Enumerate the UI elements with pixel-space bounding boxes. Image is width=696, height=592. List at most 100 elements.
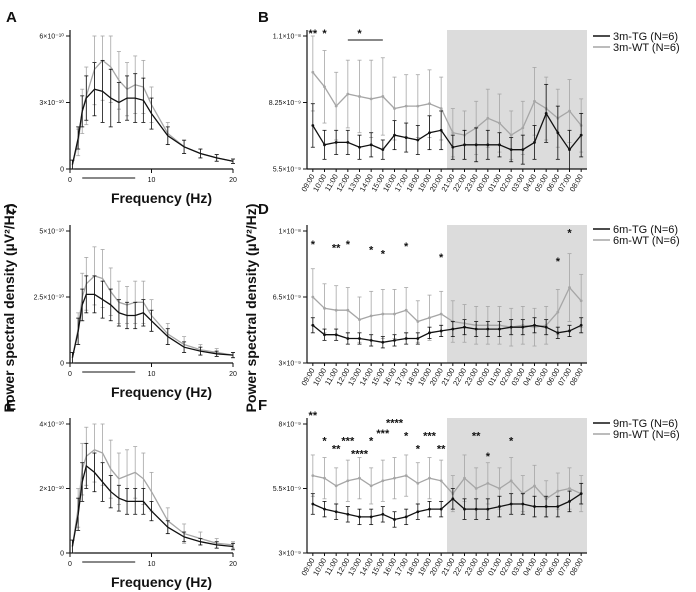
significance-marker: ** <box>332 443 341 455</box>
data-point <box>474 143 478 147</box>
data-point <box>381 512 385 516</box>
data-point <box>358 95 361 98</box>
significance-marker: * <box>369 245 374 257</box>
data-point <box>439 507 443 511</box>
data-point <box>556 505 560 508</box>
data-point <box>393 107 396 110</box>
significance-marker: * <box>404 430 409 442</box>
y-tick-label: 5.5×10⁻⁹ <box>273 167 301 174</box>
data-point <box>393 312 396 316</box>
data-point <box>416 104 420 108</box>
significance-marker: ** <box>309 410 318 422</box>
significance-marker: * <box>322 436 327 448</box>
data-point <box>439 329 443 333</box>
significance-marker: * <box>369 436 374 448</box>
data-point <box>568 148 571 152</box>
significance-marker: * <box>346 239 351 251</box>
data-point <box>393 133 396 137</box>
data-point <box>451 327 455 331</box>
data-point <box>544 111 548 115</box>
significance-marker: * <box>416 443 421 455</box>
panel-A: A 0 3×10⁻¹⁰ 6×10⁻¹⁰ 0 10 20 Frequency (Hz) <box>6 9 237 206</box>
data-point <box>474 487 478 490</box>
data-point <box>451 131 455 135</box>
data-point <box>498 505 501 508</box>
significance-marker: ** <box>332 243 341 255</box>
data-point <box>358 337 361 340</box>
y-tick-label: 0 <box>60 551 64 558</box>
x-tick-label: 20 <box>229 177 237 184</box>
data-point <box>369 314 373 318</box>
significance-marker: *** <box>341 436 355 448</box>
x-tick-label: 20 <box>229 561 237 568</box>
data-point <box>369 484 373 488</box>
y-tick-label: 3×10⁻⁹ <box>279 551 301 558</box>
data-point <box>428 476 431 480</box>
y-tick-label: 0 <box>60 361 64 368</box>
x-tick-label: 0 <box>68 371 72 378</box>
dark-phase-shading <box>447 30 587 169</box>
x-axis-label: Frequency (Hz) <box>111 384 212 400</box>
y-tick-label: 6.5×10⁻⁹ <box>273 295 301 302</box>
data-point <box>509 133 513 137</box>
data-point <box>311 323 315 327</box>
data-point <box>556 331 560 335</box>
legend-label: 6m-TG (N=6) <box>613 224 678 236</box>
data-point <box>381 148 385 152</box>
data-point <box>323 306 326 310</box>
data-point <box>451 145 455 149</box>
y-axis-label-right: Power spectral density (µV²/Hz) <box>243 204 259 413</box>
data-point <box>498 121 501 125</box>
data-point <box>393 338 396 342</box>
data-point <box>498 143 501 147</box>
data-point <box>509 502 513 506</box>
series-line-6m-WT <box>71 275 234 358</box>
y-tick-label: 4×10⁻¹⁰ <box>39 421 64 429</box>
data-point <box>393 518 396 521</box>
panel-F: F3×10⁻⁹5.5×10⁻⁹8×10⁻⁹09:0010:0011:0012:0… <box>258 397 680 577</box>
significance-marker: * <box>404 241 409 253</box>
x-tick-label: 10 <box>148 371 156 378</box>
x-axis-label: Frequency (Hz) <box>111 190 212 206</box>
panel-letter: A <box>6 9 17 26</box>
data-point <box>556 131 560 135</box>
y-tick-label: 0 <box>60 167 64 174</box>
significance-marker: **** <box>386 418 404 430</box>
data-point <box>381 479 385 483</box>
data-point <box>369 143 373 147</box>
data-point <box>346 141 350 144</box>
significance-marker: **** <box>351 449 369 461</box>
data-point <box>556 489 560 493</box>
data-point <box>568 487 571 490</box>
significance-marker: * <box>381 248 386 260</box>
data-point <box>311 474 315 477</box>
significance-marker: ** <box>472 430 481 442</box>
y-tick-label: 8.25×10⁻⁹ <box>269 100 301 107</box>
data-point <box>428 102 431 106</box>
data-point <box>416 320 420 323</box>
data-point <box>393 476 396 480</box>
panel-letter: D <box>258 201 269 218</box>
y-axis-label: Power spectral density (µV²/Hz) <box>1 204 17 413</box>
data-point <box>509 325 513 329</box>
data-point <box>311 502 315 506</box>
data-point <box>323 333 326 337</box>
x-tick-label: 10 <box>148 177 156 184</box>
data-point <box>404 474 408 477</box>
data-point <box>498 487 501 490</box>
data-point <box>486 481 490 485</box>
data-point <box>311 124 315 127</box>
y-tick-label: 3×10⁻¹⁰ <box>39 99 64 107</box>
data-point <box>416 138 420 142</box>
legend-label: 9m-TG (N=6) <box>613 418 678 430</box>
significance-marker: * <box>509 436 514 448</box>
data-point <box>334 333 338 337</box>
data-point <box>381 340 385 344</box>
data-point <box>381 312 385 316</box>
data-point <box>334 308 338 312</box>
data-point <box>463 507 466 511</box>
data-point <box>579 133 583 137</box>
significance-marker: * <box>567 228 572 240</box>
panel-E: E 0 2×10⁻¹⁰ 4×10⁻¹⁰ 0 10 20 Frequency (Hz) <box>6 397 237 590</box>
data-point <box>428 131 431 135</box>
